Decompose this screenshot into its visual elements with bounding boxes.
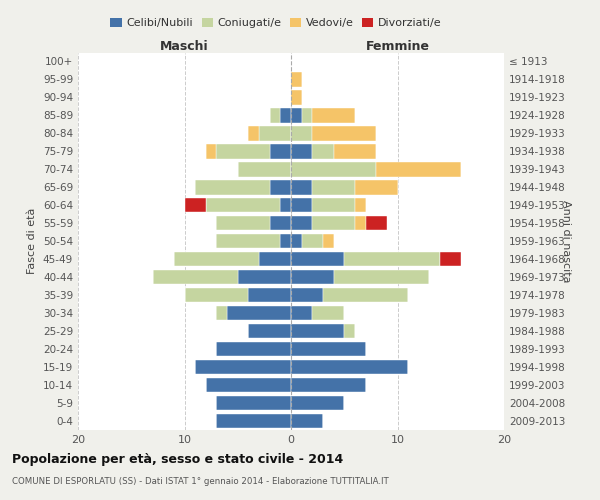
Bar [185,288,248,302]
Text: COMUNE DI ESPORLATU (SS) - Dati ISTAT 1° gennaio 2014 - Elaborazione TUTTITALIA.: COMUNE DI ESPORLATU (SS) - Dati ISTAT 1°… [12,478,389,486]
Bar [217,216,270,230]
Bar [152,270,238,284]
Bar [355,216,365,230]
Bar [323,234,334,248]
Legend: Celibi/Nubili, Coniugati/e, Vedovi/e, Divorziati/e: Celibi/Nubili, Coniugati/e, Vedovi/e, Di… [106,13,446,32]
Bar [291,108,302,122]
Bar [291,162,376,176]
Bar [174,252,259,266]
Y-axis label: Fasce di età: Fasce di età [28,208,37,274]
Bar [280,108,291,122]
Bar [291,396,344,410]
Bar [291,144,313,158]
Bar [291,234,302,248]
Bar [291,216,313,230]
Bar [195,180,270,194]
Bar [313,180,355,194]
Bar [259,126,291,140]
Text: Popolazione per età, sesso e stato civile - 2014: Popolazione per età, sesso e stato civil… [12,452,343,466]
Bar [238,162,291,176]
Bar [313,216,355,230]
Bar [291,306,313,320]
Bar [217,342,291,356]
Bar [270,144,291,158]
Bar [291,180,313,194]
Bar [365,216,387,230]
Text: Femmine: Femmine [365,40,430,52]
Bar [355,198,365,212]
Bar [227,306,291,320]
Bar [248,288,291,302]
Bar [344,324,355,338]
Bar [217,306,227,320]
Bar [291,72,302,86]
Bar [248,324,291,338]
Bar [217,414,291,428]
Bar [291,252,344,266]
Bar [280,198,291,212]
Bar [206,144,217,158]
Bar [291,288,323,302]
Bar [185,198,206,212]
Bar [291,342,365,356]
Bar [206,378,291,392]
Bar [376,162,461,176]
Y-axis label: Anni di nascita: Anni di nascita [561,200,571,282]
Bar [195,360,291,374]
Bar [323,288,408,302]
Bar [313,126,376,140]
Bar [313,108,355,122]
Bar [280,234,291,248]
Text: Maschi: Maschi [160,40,209,52]
Bar [344,252,440,266]
Bar [313,144,334,158]
Bar [259,252,291,266]
Bar [334,270,430,284]
Bar [334,144,376,158]
Bar [270,180,291,194]
Bar [302,108,312,122]
Bar [291,378,365,392]
Bar [270,108,280,122]
Bar [440,252,461,266]
Bar [291,324,344,338]
Bar [291,360,408,374]
Bar [291,90,302,104]
Bar [302,234,323,248]
Bar [313,198,355,212]
Bar [270,216,291,230]
Bar [248,126,259,140]
Bar [291,126,313,140]
Bar [291,270,334,284]
Bar [238,270,291,284]
Bar [291,414,323,428]
Bar [355,180,398,194]
Bar [313,306,344,320]
Bar [217,144,270,158]
Bar [291,198,313,212]
Bar [217,396,291,410]
Bar [217,234,280,248]
Bar [206,198,280,212]
